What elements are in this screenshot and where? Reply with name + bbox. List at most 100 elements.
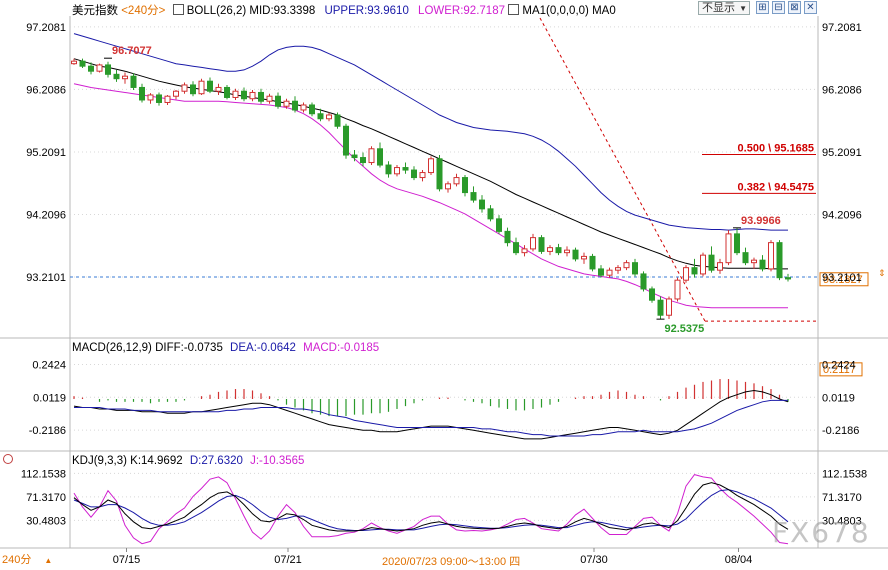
fit-button[interactable]: ⊠ bbox=[788, 1, 801, 14]
candle-body bbox=[164, 95, 171, 103]
candle-body bbox=[334, 114, 341, 127]
candle-body bbox=[632, 262, 638, 275]
zoom-out-button[interactable]: ⊟ bbox=[772, 1, 785, 14]
kdj-j-value: J:-10.3565 bbox=[250, 455, 305, 467]
candle-body bbox=[598, 268, 604, 276]
y-tick-label-left: 97.2081 bbox=[26, 22, 66, 34]
boll-upper-line bbox=[73, 33, 788, 231]
y-tick-label-left: 96.2086 bbox=[26, 84, 66, 96]
close-icon: ✕ bbox=[806, 2, 815, 13]
candle-body bbox=[530, 237, 536, 250]
kdj-panel: 112.1538 112.1538 71.3170 71.3170 30.4803 30.… bbox=[21, 468, 867, 545]
candle-body bbox=[606, 269, 613, 276]
candle-body bbox=[751, 259, 757, 264]
x-axis-dates: 07/15 07/21 07/30 08/04 bbox=[113, 548, 752, 566]
chevron-down-icon: ▼ bbox=[739, 4, 747, 13]
candle-body bbox=[394, 167, 400, 175]
candle-body bbox=[309, 104, 315, 115]
candle-body bbox=[708, 254, 715, 271]
boll-icon[interactable] bbox=[172, 4, 184, 15]
candle-body bbox=[88, 65, 94, 72]
y-tick-label-left: 112.1538 bbox=[21, 468, 66, 480]
candle-body bbox=[343, 125, 349, 156]
price-panel: 0.500 \ 95.1685 0.382 \ 94.5475 96.7077 92… bbox=[26, 17, 886, 335]
y-tick-label-right: 71.3170 bbox=[822, 492, 862, 504]
candle-body bbox=[759, 259, 766, 270]
kdj-j-line bbox=[73, 474, 789, 545]
x-tick-label: 07/21 bbox=[274, 554, 302, 566]
caret-up-icon: ▲ bbox=[44, 556, 53, 565]
y-tick-label-left: 95.2091 bbox=[26, 147, 66, 159]
macd-name: MACD(26,12,9) bbox=[72, 342, 152, 354]
period-button-label: 240分 bbox=[2, 554, 32, 566]
candle-body bbox=[147, 94, 154, 101]
candle-body bbox=[368, 148, 375, 164]
candle-body bbox=[734, 233, 740, 254]
candle-body bbox=[572, 249, 579, 260]
candle-body bbox=[411, 169, 417, 179]
candle-body bbox=[232, 90, 239, 98]
candle-body bbox=[776, 242, 783, 279]
candle-body bbox=[691, 267, 698, 275]
y-tick-label-right: 0.0119 bbox=[822, 392, 855, 404]
candle-body bbox=[640, 273, 647, 290]
macd-dea-line bbox=[74, 399, 788, 437]
boll-name: BOLL(26,2) bbox=[186, 5, 247, 17]
zoom-in-button[interactable]: ⊞ bbox=[756, 1, 769, 14]
boll-mid-value: MID:93.3398 bbox=[249, 5, 316, 17]
kdj-k-line bbox=[73, 482, 789, 532]
candle-body bbox=[300, 104, 307, 111]
x-tick-label: 07/30 bbox=[580, 554, 608, 566]
y-tick-label-left: 30.4803 bbox=[26, 515, 66, 527]
candle-body bbox=[292, 100, 298, 111]
candle-body bbox=[547, 247, 553, 252]
candle-body bbox=[266, 95, 273, 102]
candle-body bbox=[436, 158, 443, 190]
candle-body bbox=[326, 114, 332, 120]
candle-body bbox=[666, 298, 672, 316]
candle-body bbox=[351, 154, 358, 159]
candle-body bbox=[564, 249, 570, 254]
candle-body bbox=[513, 242, 519, 254]
candle-body bbox=[700, 254, 706, 275]
kdj-header: KDJ(9,3,3) K:14.9692 D:27.6320 J:-10.356… bbox=[72, 455, 304, 467]
candle-body bbox=[674, 279, 681, 300]
candle-body bbox=[156, 94, 162, 103]
candle-body bbox=[317, 113, 324, 120]
fit-icon: ⊠ bbox=[790, 2, 799, 13]
candle-body bbox=[207, 80, 213, 92]
y-tick-label-left: 0.2424 bbox=[32, 359, 66, 371]
close-button[interactable]: ✕ bbox=[804, 1, 817, 14]
ma-icon[interactable] bbox=[508, 4, 520, 15]
candle-body bbox=[445, 183, 451, 190]
period-button[interactable]: 240分 ▲ bbox=[2, 552, 62, 568]
candle-body bbox=[283, 100, 290, 107]
candle-body bbox=[428, 158, 434, 174]
price-header: 美元指数 <240分> BOLL(26,2) MID:93.3398 UPPER… bbox=[72, 2, 616, 18]
candle-body bbox=[377, 148, 383, 166]
candle-body bbox=[224, 86, 230, 98]
candle-body bbox=[360, 157, 366, 164]
y-tick-label-right: 93.2101 bbox=[822, 272, 862, 284]
candle-body bbox=[683, 267, 689, 281]
candle-body bbox=[130, 75, 137, 88]
crosshair-icon[interactable] bbox=[3, 454, 13, 464]
display-select[interactable]: 不显示 ▼ bbox=[698, 1, 750, 15]
y-tick-label-left: 71.3170 bbox=[26, 492, 66, 504]
candle-body bbox=[504, 230, 511, 244]
y-tick-label-right: 0.2424 bbox=[822, 359, 856, 371]
y-tick-label-left: 93.2101 bbox=[26, 272, 66, 284]
zoom-out-icon: ⊟ bbox=[774, 2, 783, 13]
boll-upper-value: UPPER:93.9610 bbox=[324, 5, 409, 17]
candle-body bbox=[589, 255, 596, 270]
symbol-name: 美元指数 bbox=[72, 5, 118, 17]
candle-body bbox=[419, 172, 426, 179]
kdj-d-line bbox=[73, 489, 789, 531]
current-price-box bbox=[819, 272, 869, 287]
kdj-k-value: K:14.9692 bbox=[130, 455, 183, 467]
macd-marker-box bbox=[819, 362, 863, 377]
y-tick-label-right: 94.2096 bbox=[822, 210, 862, 222]
macd-macd-value: MACD:-0.0185 bbox=[303, 342, 380, 354]
candle-body bbox=[487, 208, 494, 220]
